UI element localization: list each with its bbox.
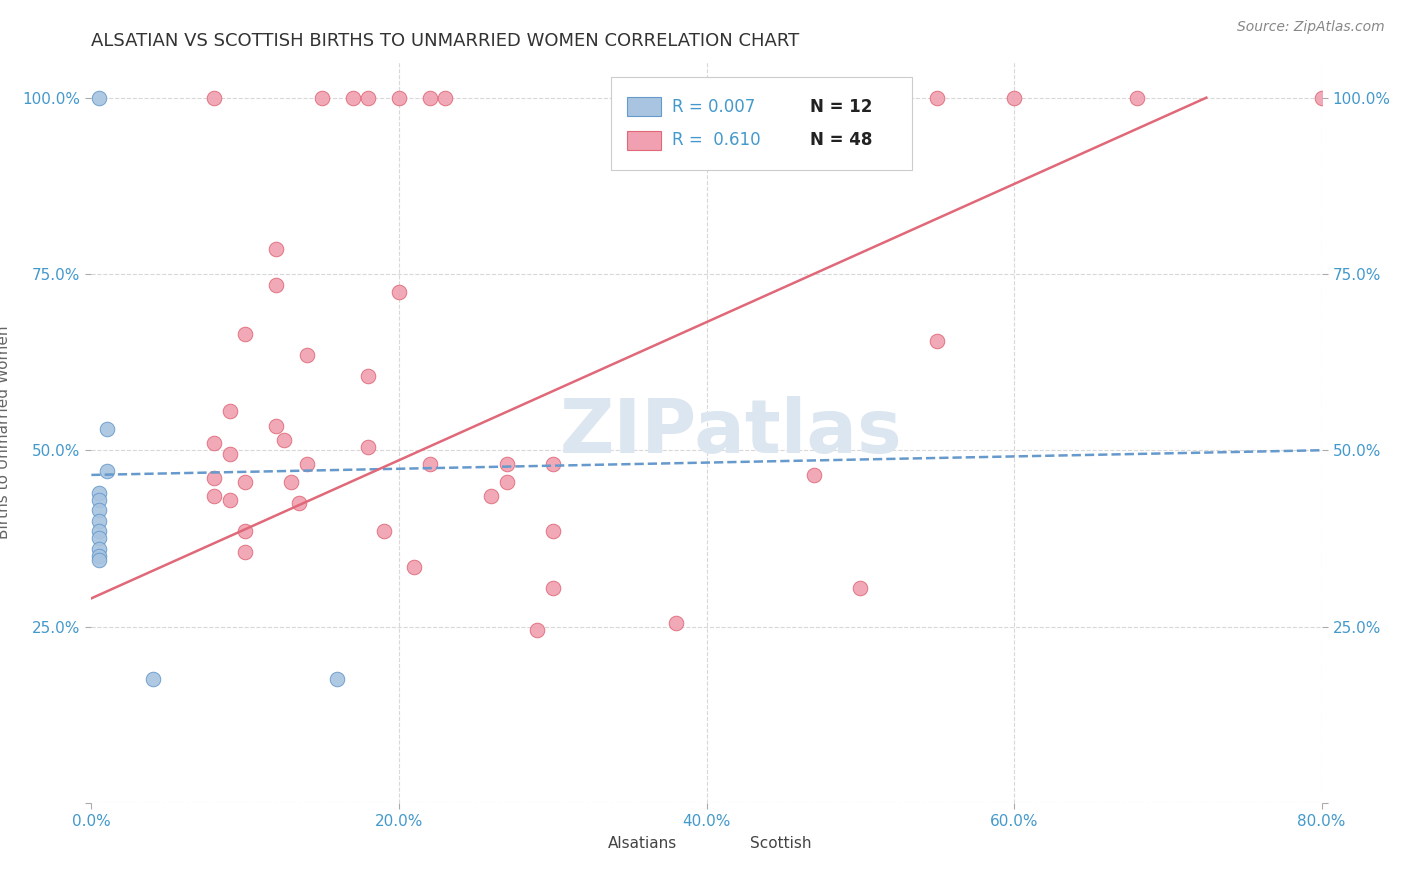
Point (218, 404, 240, 418)
Text: R =  0.610: R = 0.610 (672, 131, 761, 149)
Point (1126, 91, 1149, 105)
Text: N = 48: N = 48 (810, 131, 872, 149)
Point (264, 242, 287, 256)
Point (142, 673, 165, 687)
Point (87, 514, 110, 528)
Point (388, 91, 411, 105)
Point (326, 673, 349, 687)
Point (357, 440, 380, 454)
Point (541, 581, 564, 595)
Point (434, 91, 457, 105)
Point (295, 348, 318, 362)
Point (87, 492, 110, 507)
Point (295, 458, 318, 472)
Point (311, 91, 333, 105)
Point (479, 489, 502, 503)
FancyBboxPatch shape (571, 836, 599, 853)
Text: ALSATIAN VS SCOTTISH BIRTHS TO UNMARRIED WOMEN CORRELATION CHART: ALSATIAN VS SCOTTISH BIRTHS TO UNMARRIED… (91, 32, 800, 50)
FancyBboxPatch shape (610, 78, 912, 169)
Point (218, 492, 240, 507)
Point (202, 471, 225, 485)
Point (87, 485, 110, 500)
Point (665, 91, 688, 105)
Point (288, 496, 311, 510)
Point (495, 475, 517, 489)
Point (87, 541, 110, 556)
Point (756, 91, 779, 105)
Point (233, 475, 256, 489)
Point (264, 418, 287, 433)
Text: R = 0.007: R = 0.007 (672, 98, 755, 116)
Text: ZIPatlas: ZIPatlas (560, 396, 903, 469)
Point (373, 524, 395, 539)
Point (665, 615, 688, 630)
Point (233, 326, 256, 341)
Point (803, 467, 825, 482)
Point (273, 433, 295, 447)
Point (541, 524, 564, 539)
Point (87, 503, 110, 517)
Point (342, 91, 364, 105)
Point (202, 489, 225, 503)
Point (388, 285, 411, 299)
Point (218, 447, 240, 461)
Text: Alsatians: Alsatians (607, 836, 678, 851)
Point (1310, 91, 1333, 105)
Point (495, 458, 517, 472)
Point (202, 436, 225, 450)
Point (87, 524, 110, 539)
Point (202, 91, 225, 105)
Point (927, 91, 949, 105)
Point (849, 581, 872, 595)
Text: N = 12: N = 12 (810, 98, 872, 116)
Point (87, 91, 110, 105)
Point (96, 464, 118, 478)
Point (87, 552, 110, 566)
Point (233, 524, 256, 539)
Point (233, 545, 256, 559)
FancyBboxPatch shape (713, 836, 740, 853)
Point (419, 91, 441, 105)
Point (357, 91, 380, 105)
Point (927, 334, 949, 348)
Point (541, 458, 564, 472)
Point (96, 422, 118, 436)
Point (419, 458, 441, 472)
FancyBboxPatch shape (627, 97, 661, 117)
Point (526, 623, 548, 637)
Point (264, 277, 287, 292)
Point (1002, 91, 1025, 105)
FancyBboxPatch shape (627, 130, 661, 150)
Y-axis label: Births to Unmarried Women: Births to Unmarried Women (0, 326, 11, 540)
Point (357, 369, 380, 384)
Text: Scottish: Scottish (749, 836, 811, 851)
Point (404, 559, 426, 574)
Point (280, 475, 302, 489)
Text: Source: ZipAtlas.com: Source: ZipAtlas.com (1237, 20, 1385, 34)
Point (87, 532, 110, 546)
Point (87, 549, 110, 563)
